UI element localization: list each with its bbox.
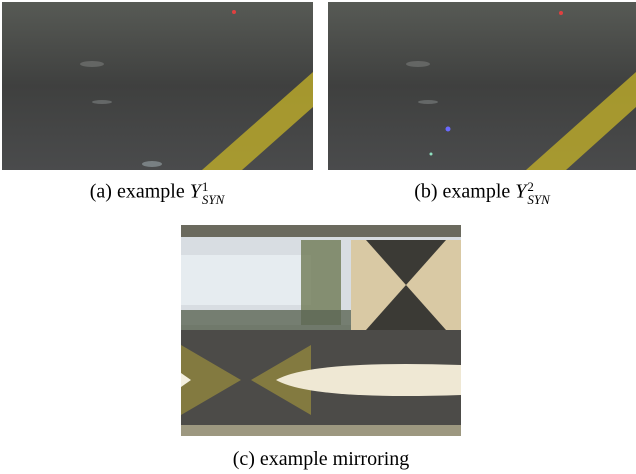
caption-c: (c) example mirroring [233, 448, 410, 471]
caption-text: (a) [90, 181, 112, 203]
image-a [2, 2, 313, 170]
caption-text: SYN [202, 193, 224, 206]
figure: (a) example Y1SYN (b) example Y2SYN (c) … [0, 0, 636, 474]
image-c [181, 225, 461, 436]
caption-text: (b) [414, 181, 437, 203]
caption-text: (c) [233, 448, 255, 470]
caption-text: example mirroring [260, 448, 409, 470]
caption-text: Y [515, 181, 526, 203]
image-b [328, 2, 636, 170]
caption-text: SYN [527, 193, 549, 206]
caption-text: example [443, 181, 511, 203]
caption-text: example [117, 181, 185, 203]
caption-text: Y [190, 181, 201, 203]
